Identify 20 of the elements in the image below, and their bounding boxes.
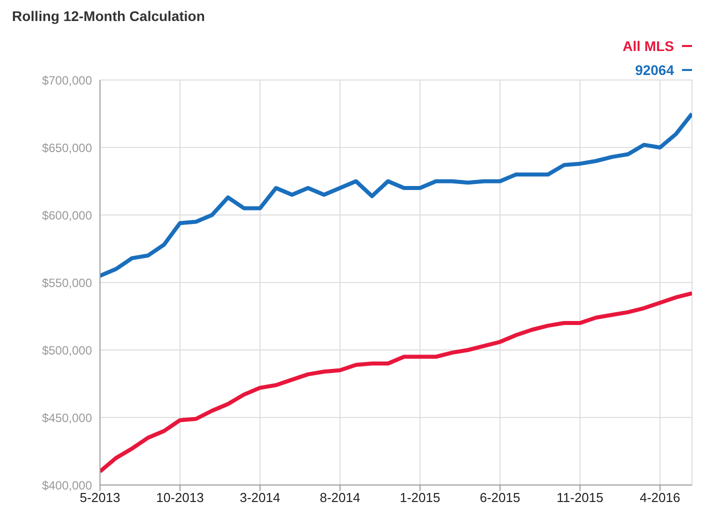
y-tick-label: $550,000: [42, 276, 92, 290]
line-series: [100, 112, 692, 278]
chart-title: Rolling 12-Month Calculation: [12, 8, 205, 24]
y-tick-label: $600,000: [42, 208, 92, 222]
x-tick-label: 6-2015: [480, 490, 520, 506]
x-tick-label: 8-2014: [320, 490, 360, 506]
y-tick-label: $500,000: [42, 343, 92, 358]
x-tick-label: 5-2013: [80, 490, 120, 506]
line-series: [100, 291, 692, 474]
x-tick-label: 1-2015: [400, 490, 440, 506]
x-tick-label: 11-2015: [556, 490, 604, 506]
y-tick-label: $700,000: [42, 73, 92, 88]
y-tick-label: $400,000: [42, 478, 92, 492]
x-tick-label: 10-2013: [156, 490, 204, 506]
x-tick-label: 3-2014: [240, 490, 280, 506]
y-tick-label: $650,000: [42, 140, 92, 155]
x-tick-label: 4-2016: [640, 490, 680, 506]
legend-label: 92064: [635, 61, 674, 80]
y-tick-label: $450,000: [42, 410, 92, 425]
legend-label: All MLS: [622, 37, 674, 56]
